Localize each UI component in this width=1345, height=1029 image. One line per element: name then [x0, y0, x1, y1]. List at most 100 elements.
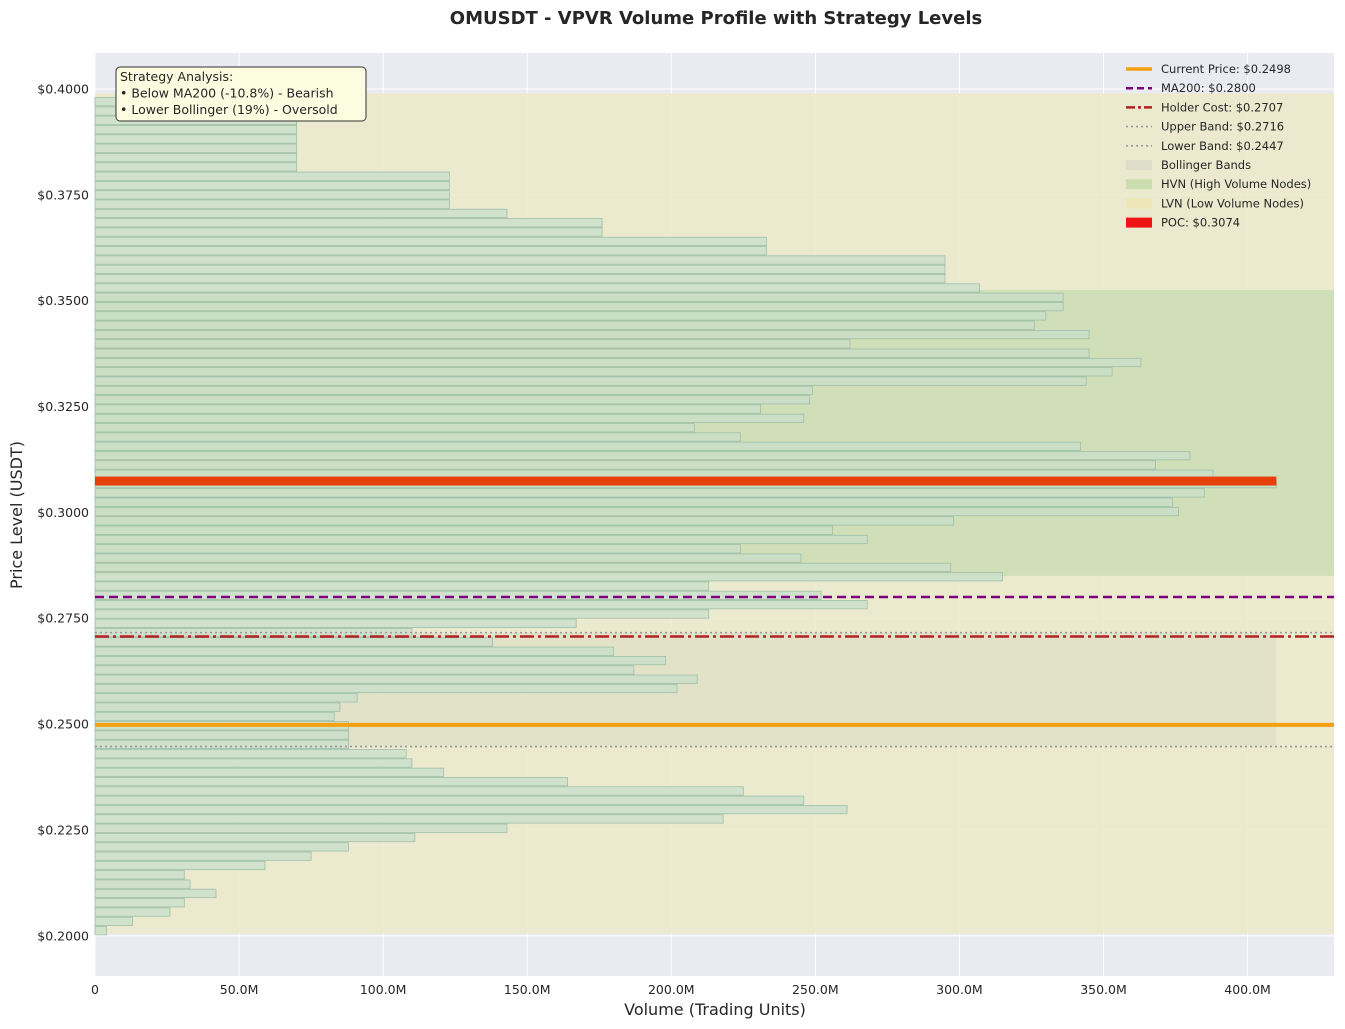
volume-bar [94, 786, 744, 796]
legend-label: Bollinger Bands [1161, 158, 1251, 172]
legend-swatch [1126, 179, 1152, 190]
volume-bar [94, 432, 741, 442]
legend-label: HVN (High Volume Nodes) [1161, 177, 1311, 191]
volume-bar [94, 553, 802, 563]
volume-bar [94, 926, 107, 936]
volume-bar [94, 795, 805, 805]
x-tick-label: 250.0M [792, 982, 839, 997]
volume-bar [94, 870, 185, 880]
volume-bar [94, 683, 678, 694]
volume-bar [94, 395, 810, 405]
volume-bar [94, 162, 298, 172]
annotation-line: • Below MA200 (-10.8%) - Bearish [120, 86, 334, 101]
volume-bar [94, 227, 603, 237]
x-tick-label: 50.0M [220, 982, 259, 997]
volume-bar [94, 264, 946, 274]
volume-bar [94, 860, 266, 871]
volume-bar [94, 208, 508, 219]
volume-bar [94, 544, 741, 554]
volume-bar [94, 497, 1174, 507]
y-tick-label: $0.4000 [37, 81, 89, 96]
x-tick-label: 300.0M [936, 982, 983, 997]
x-tick-label: 150.0M [504, 982, 551, 997]
volume-bar [94, 562, 952, 573]
volume-bar [94, 693, 358, 703]
volume-bar [94, 572, 1004, 582]
volume-bar [94, 348, 1090, 358]
annotation-line: • Lower Bollinger (19%) - Oversold [120, 102, 338, 117]
y-tick-label: $0.2750 [37, 611, 89, 626]
volume-bar [94, 246, 767, 256]
volume-bar [94, 637, 494, 647]
volume-bar [94, 832, 416, 843]
volume-bar [94, 199, 450, 209]
volume-bar [94, 143, 298, 153]
volume-bar [94, 851, 312, 861]
x-tick-label: 0 [91, 982, 99, 997]
volume-bar [94, 283, 980, 293]
volume-bar [94, 460, 1156, 470]
legend-swatch [1126, 160, 1152, 170]
volume-bar [94, 823, 508, 833]
volume-bar [94, 777, 568, 787]
volume-bar [94, 292, 1064, 302]
volume-bar [94, 525, 834, 535]
legend-label: Lower Band: $0.2447 [1161, 139, 1284, 153]
plot-area [94, 53, 1334, 976]
volume-bar [94, 646, 615, 656]
legend-swatch [1126, 217, 1152, 228]
annotation-box [115, 66, 367, 122]
volume-bar [94, 152, 298, 163]
x-tick-label: 100.0M [360, 982, 407, 997]
volume-bar [94, 376, 1087, 386]
volume-bar [94, 255, 946, 265]
volume-bar [94, 888, 217, 899]
volume-bar [94, 441, 1081, 451]
volume-bar [94, 404, 762, 414]
volume-bar [94, 665, 635, 675]
y-tick-label: $0.2000 [37, 928, 89, 943]
volume-bar [94, 898, 185, 908]
volume-bar [94, 805, 848, 815]
volume-bar [94, 618, 577, 628]
volume-bar [94, 907, 171, 917]
x-tick-label: 200.0M [648, 982, 695, 997]
legend-label: Upper Band: $0.2716 [1161, 120, 1284, 134]
y-tick-label: $0.2500 [37, 717, 89, 732]
volume-bar [94, 125, 298, 135]
volume-bar [94, 739, 349, 749]
poc-bar [95, 476, 1277, 486]
volume-bar [94, 758, 413, 768]
volume-bar [94, 357, 1142, 368]
volume-bar [94, 488, 1205, 498]
legend-label: Holder Cost: $0.2707 [1161, 100, 1283, 114]
y-tick-label: $0.3250 [37, 399, 89, 414]
volume-bar [94, 329, 1090, 340]
volume-bar [94, 134, 298, 144]
volume-bar [94, 339, 851, 349]
volume-bar [94, 534, 868, 545]
volume-bar [94, 730, 349, 740]
volume-bar [94, 767, 445, 777]
chart-title: OMUSDT - VPVR Volume Profile with Strate… [450, 8, 982, 29]
volume-bar [94, 814, 724, 824]
volume-bar [94, 655, 666, 666]
volume-bar [94, 879, 191, 889]
volume-bar [94, 516, 955, 526]
volume-bar [94, 590, 822, 600]
y-tick-label: $0.2250 [37, 822, 89, 837]
y-tick-label: $0.3750 [37, 187, 89, 202]
legend-label: POC: $0.3074 [1161, 216, 1240, 230]
annotation-line: Strategy Analysis: [120, 69, 233, 84]
volume-bar [94, 367, 1113, 377]
volume-bar [94, 749, 407, 759]
volume-bar [94, 320, 1035, 330]
volume-bar [94, 236, 767, 247]
volume-bar [94, 711, 335, 722]
strategy-annotation: Strategy Analysis: • Below MA200 (-10.8%)… [115, 66, 367, 122]
volume-bar [94, 385, 813, 396]
volume-bar [94, 274, 946, 284]
volume-bar [94, 702, 341, 712]
legend-label: Current Price: $0.2498 [1161, 62, 1291, 76]
